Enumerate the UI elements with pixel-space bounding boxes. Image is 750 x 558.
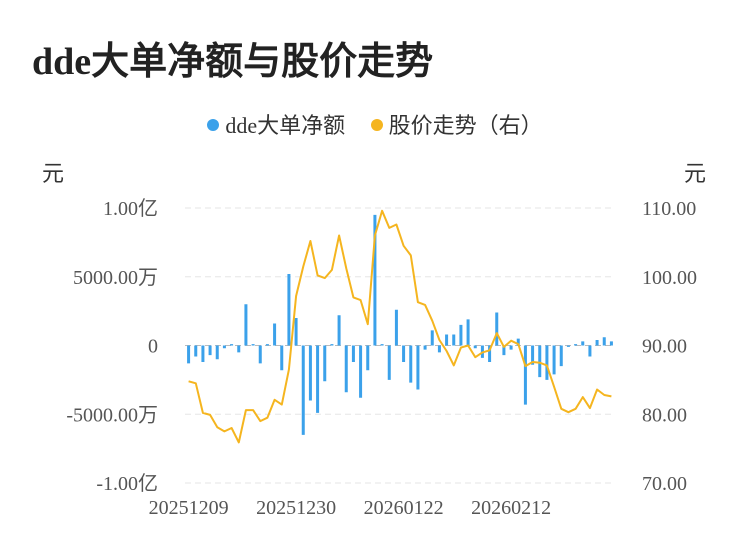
bar-dde [409,345,413,383]
right-axis-tick: 70.00 [642,473,687,495]
bar-dde [187,345,191,364]
bar-dde [516,338,520,346]
bar-dde [330,344,334,346]
bar-dde [337,315,341,346]
bar-dde [602,337,606,346]
bar-dde [230,344,234,346]
left-axis-tick: 1.00亿 [103,197,158,220]
bar-dde [359,345,363,398]
bar-dde [201,345,205,362]
bar-dde [287,274,291,346]
legend-item-price[interactable]: 股价走势（右） [370,108,543,140]
bar-dde [222,345,226,349]
bar-dde [208,345,212,356]
x-axis-tick: 20251209 [149,497,229,519]
x-axis-tick: 20260212 [471,497,551,519]
bar-dde [445,334,449,346]
bar-dde [387,345,391,380]
bar-dde [430,330,434,346]
bar-dde [251,344,255,346]
chart-title: dde大单净额与股价走势 [32,41,434,83]
right-axis-tick: 90.00 [642,336,687,358]
left-axis-tick: 0 [148,336,158,358]
bar-dde [265,344,269,346]
bar-dde [344,345,348,393]
bar-dde [366,345,370,371]
bar-dde [258,345,262,364]
bar-dde [437,345,441,353]
x-axis-tick: 20260122 [364,497,444,519]
legend-dot-price [370,119,383,131]
bar-dde [459,324,463,346]
right-axis-tick: 100.00 [642,267,697,289]
bar-dde [495,312,499,346]
right-axis-tick: 110.00 [642,198,696,220]
bar-dde [595,340,599,346]
bar-dde [294,318,298,346]
bar-dde [402,345,406,362]
price-line [188,209,612,444]
bar-dde [194,345,198,357]
bar-dde [523,345,527,405]
bar-dde [380,344,384,346]
left-axis-tick: 5000.00万 [73,267,158,289]
bar-dde [574,344,578,346]
bar-dde [394,309,398,346]
bar-dde [323,345,327,382]
bar-dde [273,323,277,346]
bar-dde [416,345,420,390]
bar-dde [237,345,241,353]
legend-label-dde: dde大单净额 [225,113,346,138]
bar-dde [316,345,320,413]
bar-dde [509,345,513,350]
bar-dde [502,345,506,356]
bar-dde [609,341,613,346]
left-axis-unit: 元 [42,161,65,186]
bar-dde [452,334,456,346]
bar-dde [244,304,248,346]
left-axis-tick: -5000.00万 [66,404,158,426]
bar-dde [473,345,477,349]
bar-dde [215,345,219,360]
right-axis-unit: 元 [684,161,707,186]
bar-dde [531,345,535,365]
bar-dde [588,345,592,357]
bar-dde [488,345,492,362]
right-axis-tick: 80.00 [642,404,687,426]
bar-dde [538,345,542,378]
bar-dde [301,345,305,435]
bar-dde [466,319,470,346]
bar-dde [351,345,355,362]
legend-item-dde[interactable]: dde大单净额 [207,108,345,140]
legend: dde大单净额 股价走势（右） [0,108,750,140]
bar-dde [373,214,377,346]
bar-dde [280,345,284,371]
bar-dde [423,345,427,350]
bar-dde [545,345,549,380]
left-axis-tick: -1.00亿 [96,472,158,495]
bar-dde [566,345,570,347]
bar-dde [581,341,585,346]
bar-dde [308,345,312,401]
bar-dde [559,345,563,367]
x-axis-tick: 20251230 [256,497,336,519]
legend-dot-dde [207,119,220,131]
legend-label-price: 股价走势（右） [388,113,543,138]
bar-dde [552,345,556,375]
